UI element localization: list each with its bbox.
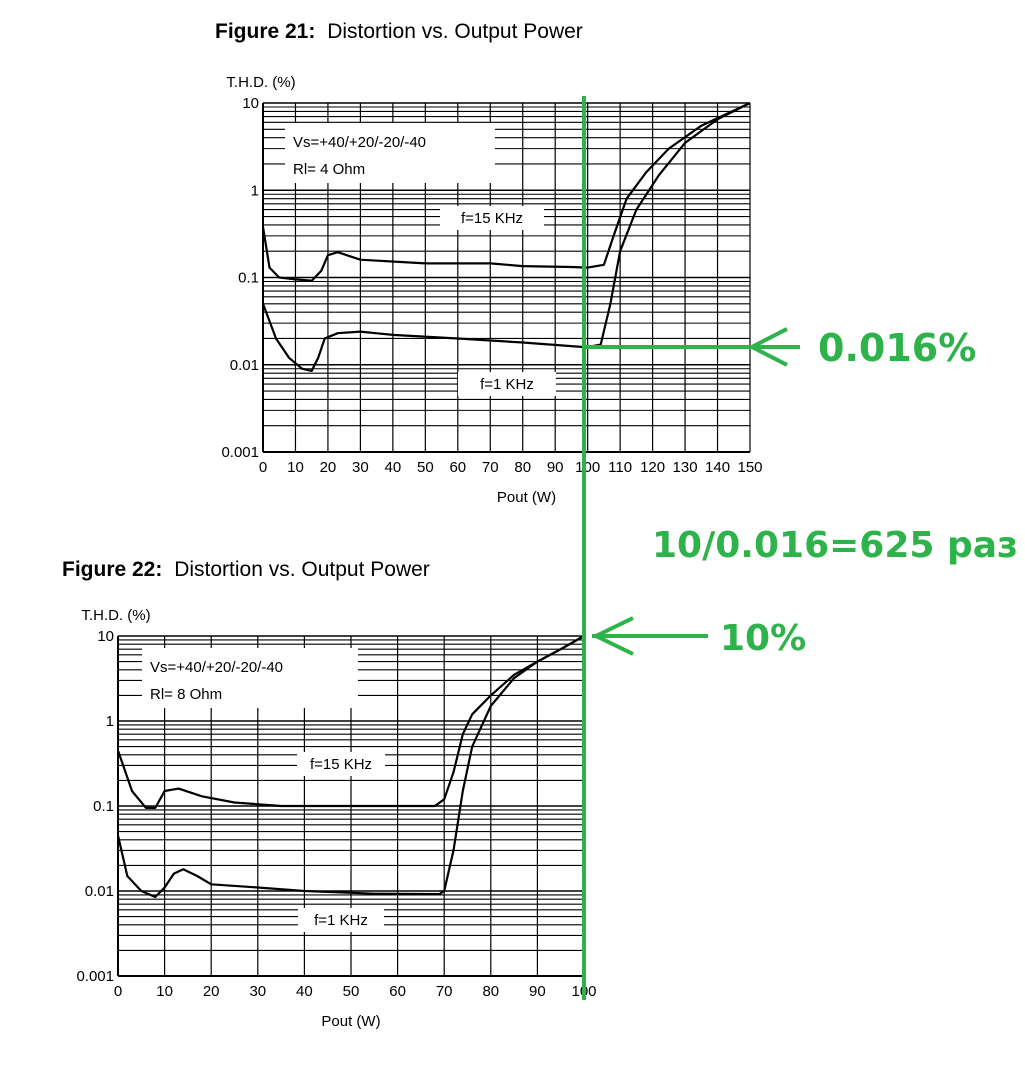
figure-21-title-text: Distortion vs. Output Power (327, 20, 583, 43)
y-tick-label: 1 (106, 713, 114, 730)
series-label-box (440, 206, 544, 230)
condition-text: Rl= 4 Ohm (293, 161, 365, 178)
annotation-label-bottom: 10% (720, 618, 806, 659)
x-tick-label: 150 (737, 459, 762, 476)
series-label-box (298, 908, 384, 932)
series-label: f=15 KHz (310, 756, 372, 773)
y-tick-label: 1 (251, 182, 259, 199)
x-tick-label: 90 (529, 983, 546, 1000)
series-label: f=1 KHz (480, 376, 534, 393)
x-tick-label: 50 (417, 459, 434, 476)
x-tick-label: 130 (673, 459, 698, 476)
x-tick-label: 30 (249, 983, 266, 1000)
x-tick-label: 100 (575, 459, 600, 476)
x-tick-label: 120 (640, 459, 665, 476)
x-tick-label: 70 (436, 983, 453, 1000)
x-tick-label: 50 (343, 983, 360, 1000)
x-tick-label: 30 (352, 459, 369, 476)
x-tick-label: 80 (514, 459, 531, 476)
y-tick-label: 0.01 (230, 357, 259, 374)
conditions-box (142, 648, 358, 708)
x-tick-label: 40 (385, 459, 402, 476)
x-axis-title: Pout (W) (497, 489, 556, 506)
x-tick-label: 20 (320, 459, 337, 476)
x-tick-label: 110 (608, 459, 632, 476)
x-tick-label: 40 (296, 983, 313, 1000)
figure-22-title-text: Distortion vs. Output Power (174, 558, 430, 581)
series-label: f=1 KHz (314, 912, 368, 929)
x-tick-label: 20 (203, 983, 220, 1000)
x-tick-label: 80 (482, 983, 499, 1000)
y-tick-label: 10 (97, 628, 114, 645)
annotation-arrow-bottom (591, 616, 634, 656)
series-label-box (297, 752, 385, 776)
y-axis-title: T.H.D. (%) (81, 607, 150, 624)
x-tick-label: 90 (547, 459, 564, 476)
series-line (116, 635, 585, 809)
chart-figure-22: 1010.10.010.0010102030405060708090100T.H… (76, 607, 596, 1030)
figure-21-title: Figure 21: Distortion vs. Output Power (215, 20, 583, 43)
annotation-label-top: 0.016% (818, 326, 976, 370)
x-tick-label: 140 (705, 459, 730, 476)
figure-22-title: Figure 22: Distortion vs. Output Power (62, 558, 430, 581)
annotation-overlay: 0.016% 10/0.016=625 раз 10% (582, 96, 1018, 1000)
x-tick-label: 0 (259, 459, 267, 476)
x-axis-title: Pout (W) (321, 1013, 380, 1030)
series-line (261, 102, 751, 282)
y-tick-label: 0.001 (76, 968, 114, 985)
y-tick-label: 10 (242, 95, 259, 112)
series-label-box (458, 372, 556, 396)
series-label: f=15 KHz (461, 210, 523, 227)
series-line (116, 635, 585, 899)
y-tick-label: 0.1 (93, 798, 114, 815)
x-tick-label: 70 (482, 459, 499, 476)
annotation-arrow-top (747, 327, 788, 367)
x-tick-label: 60 (449, 459, 466, 476)
condition-text: Rl= 8 Ohm (150, 686, 222, 703)
x-tick-label: 60 (389, 983, 406, 1000)
series-line (261, 102, 751, 372)
figure-22-label: Figure 22: (62, 558, 162, 581)
y-tick-label: 0.01 (85, 883, 114, 900)
x-tick-label: 0 (114, 983, 122, 1000)
y-tick-label: 0.1 (238, 270, 259, 287)
condition-text: Vs=+40/+20/-20/-40 (150, 659, 283, 676)
figure-21-label: Figure 21: (215, 20, 315, 43)
condition-text: Vs=+40/+20/-20/-40 (293, 134, 426, 151)
y-axis-title: T.H.D. (%) (226, 74, 295, 91)
y-tick-label: 0.001 (221, 444, 259, 461)
x-tick-label: 10 (156, 983, 173, 1000)
x-tick-label: 10 (287, 459, 304, 476)
conditions-box (285, 123, 495, 183)
annotation-label-ratio: 10/0.016=625 раз (652, 525, 1018, 566)
